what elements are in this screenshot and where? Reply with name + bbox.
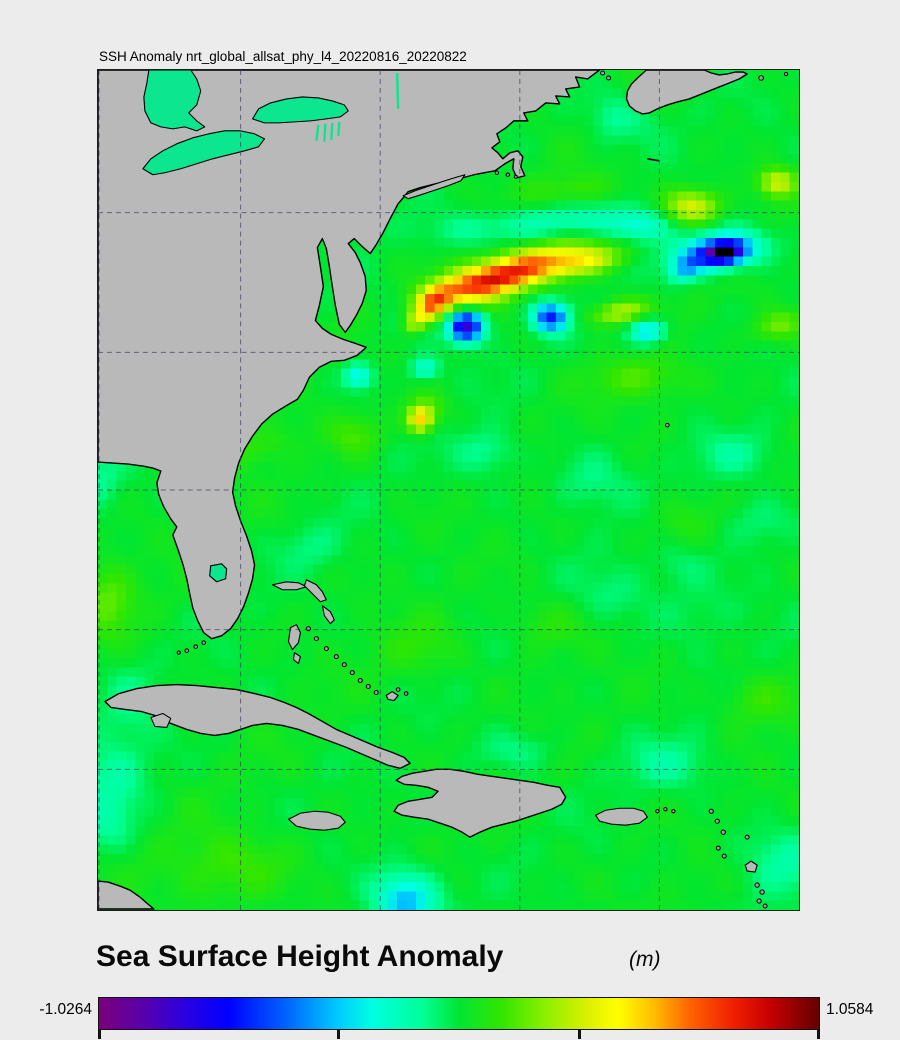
florida-keys-1: [201, 640, 206, 645]
antigua: [720, 829, 726, 835]
crooked-2: [357, 678, 363, 684]
exuma-2: [323, 646, 329, 652]
honduras-coast: [98, 880, 155, 910]
abaco: [303, 579, 327, 603]
lake-huron: [143, 70, 206, 132]
hispaniola: [393, 768, 567, 838]
grand-manan: [600, 70, 606, 76]
puerto-rico: [595, 807, 648, 826]
colorbar-tick: [817, 1029, 820, 1039]
colorbar-tick: [578, 1029, 582, 1039]
virgin-2: [663, 807, 668, 812]
cuba: [104, 683, 411, 770]
colorbar-max-label: 1.0584: [826, 1001, 874, 1018]
dominica-n: [721, 853, 727, 859]
finger-lake-2: [323, 123, 327, 142]
colorbar-tick: [98, 1029, 101, 1039]
isla-juventud: [150, 712, 172, 728]
lake-okeechobee: [209, 563, 228, 583]
andros: [287, 624, 301, 651]
st-vincent: [762, 903, 768, 909]
colorbar-ticks: [98, 1029, 820, 1040]
great-inagua: [385, 690, 399, 702]
nova-scotia: [625, 70, 748, 115]
florida-keys-3: [184, 648, 190, 653]
finger-lake-4: [337, 121, 341, 136]
lake-champlain: [395, 72, 400, 109]
andros-south: [292, 652, 301, 665]
colorbar-units: (m): [629, 948, 661, 971]
montserrat: [715, 845, 721, 851]
turks-2: [403, 691, 409, 696]
st-kitts: [714, 818, 720, 824]
nantucket-east: [513, 174, 518, 179]
long-island-bah: [341, 662, 347, 668]
lake-erie: [142, 130, 266, 176]
barbuda: [744, 834, 750, 840]
colorbar-tick: [336, 1029, 340, 1039]
exuma-1: [313, 636, 319, 642]
ssh-anomaly-map: [97, 69, 800, 911]
mayaguana: [365, 684, 371, 690]
bermuda: [665, 422, 670, 428]
colorbar-title: Sea Surface Height Anomaly: [96, 940, 504, 973]
martinique: [759, 889, 765, 895]
virgin-3: [671, 809, 676, 814]
gulf-islet: [783, 71, 789, 77]
turks-1: [395, 687, 401, 692]
north-america-mainland: [98, 70, 601, 640]
finger-lake-3: [330, 122, 334, 140]
florida-keys-2: [193, 644, 199, 649]
long-island: [402, 174, 466, 200]
crooked-1: [349, 670, 355, 676]
grand-manan-2: [606, 75, 612, 81]
lake-ontario: [252, 96, 349, 124]
eleuthera: [321, 605, 335, 625]
map-overlay-svg: [98, 70, 799, 910]
colorbar-min-label: -1.0264: [39, 1001, 92, 1018]
colorbar-gradient: [98, 997, 820, 1030]
cat-island: [333, 654, 339, 660]
dominica: [754, 882, 760, 888]
florida-keys-4: [176, 650, 181, 655]
anguilla: [708, 808, 714, 814]
marthas-vineyard: [494, 170, 500, 175]
sable-island: [647, 158, 660, 162]
jamaica: [287, 810, 346, 831]
guadeloupe: [744, 860, 758, 873]
st-lucia: [756, 898, 762, 904]
finger-lake-1: [315, 124, 320, 141]
plot-title: SSH Anomaly nrt_global_allsat_phy_l4_202…: [99, 49, 467, 64]
grand-bahama: [271, 581, 307, 591]
caicos: [373, 690, 379, 696]
nantucket: [505, 172, 511, 177]
magdalen: [758, 75, 764, 81]
virgin-1: [655, 809, 660, 814]
